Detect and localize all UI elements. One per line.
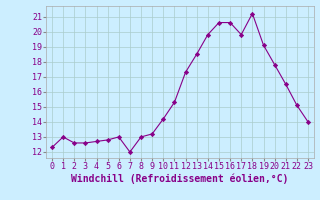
X-axis label: Windchill (Refroidissement éolien,°C): Windchill (Refroidissement éolien,°C) bbox=[71, 174, 289, 184]
